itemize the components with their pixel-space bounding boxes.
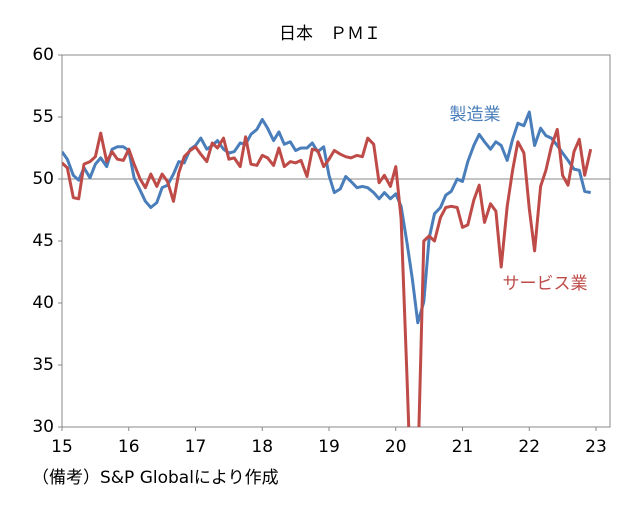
- y-tick-label: 40: [32, 293, 54, 313]
- x-tick-label: 17: [185, 437, 207, 457]
- x-tick-label: 22: [518, 437, 540, 457]
- y-tick-label: 45: [32, 231, 54, 251]
- x-tick-label: 20: [385, 437, 407, 457]
- x-tick-label: 15: [51, 437, 73, 457]
- chart-title: 日本 ＰＭＩ: [279, 24, 381, 44]
- series-line: [62, 127, 593, 427]
- note: （備考）S&P Globalにより作成: [32, 468, 279, 488]
- x-tick-label: 18: [251, 437, 273, 457]
- x-tick-label: 21: [452, 437, 474, 457]
- series-label: サービス業: [503, 274, 588, 294]
- y-tick-label: 35: [32, 355, 54, 375]
- y-tick-label: 50: [32, 169, 54, 189]
- series-label: 製造業: [450, 105, 501, 125]
- y-tick-label: 55: [32, 107, 54, 127]
- x-tick-label: 16: [118, 437, 140, 457]
- plot-frame: [61, 54, 611, 428]
- y-tick-label: 60: [32, 45, 54, 65]
- x-tick-label: 19: [318, 437, 340, 457]
- x-tick-label: 23: [585, 437, 607, 457]
- y-tick-label: 30: [32, 417, 54, 437]
